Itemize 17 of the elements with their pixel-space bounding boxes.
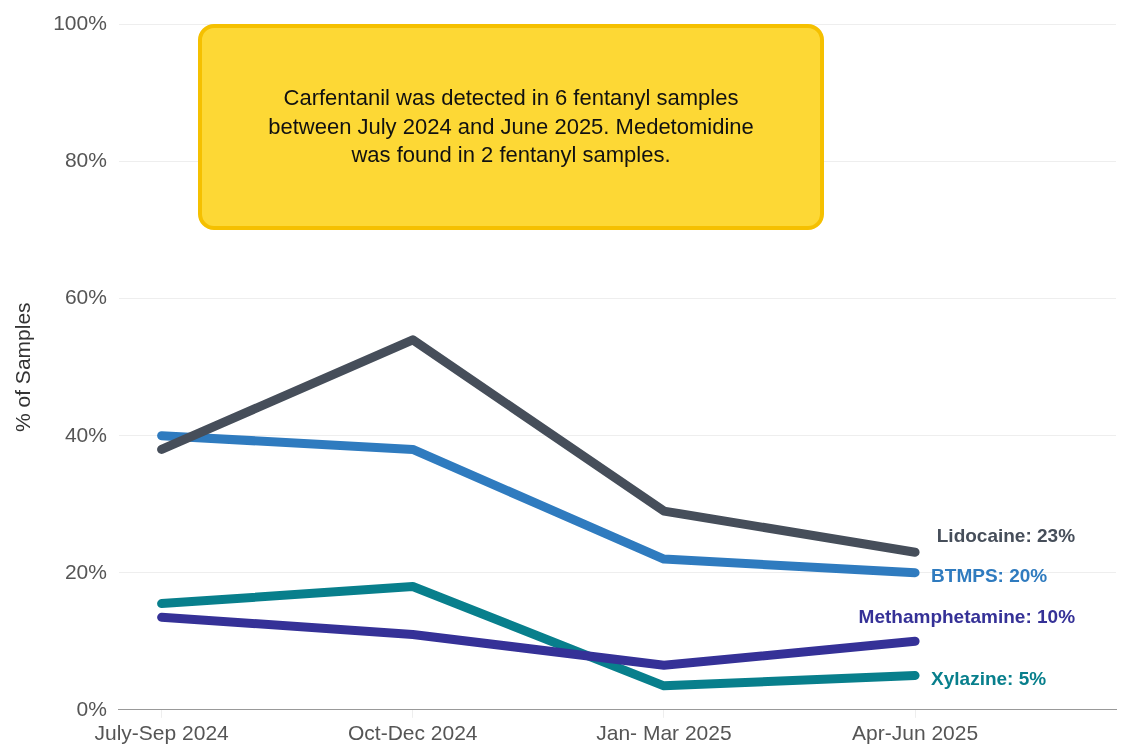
y-tick-label: 20%: [64, 559, 107, 583]
y-tick-label: 80%: [64, 148, 107, 172]
x-tick-label: Oct-Dec 2024: [347, 721, 478, 745]
data-label: Methamphetamine: 10%: [858, 605, 1076, 627]
x-tick-label: Apr-Jun 2025: [852, 721, 979, 745]
annotation: Carfentanil was detected in 6 fentanyl samples between July 2024 and June 2025. Medetomidine was found in 2 fentanyl samples.: [267, 84, 755, 170]
y-tick-label: 40%: [64, 422, 107, 446]
y-axis-title: % of Samples: [11, 302, 35, 432]
x-tick-label: Jan- Mar 2025: [596, 721, 732, 745]
data-label: Xylazine: 5%: [931, 667, 1047, 689]
y-tick-label: 0%: [76, 696, 107, 720]
x-tick-label: July-Sep 2024: [94, 721, 230, 745]
data-label: BTMPS: 20%: [931, 564, 1048, 586]
y-tick-label: 100%: [53, 11, 107, 35]
y-tick-label: 60%: [64, 285, 107, 309]
data-label: Lidocaine: 23%: [936, 524, 1076, 546]
callout-box: Carfentanil was detected in 6 fentanyl samples between July 2024 and June 2025. Medetomidine was found in 2 fentanyl samples.: [198, 24, 824, 230]
